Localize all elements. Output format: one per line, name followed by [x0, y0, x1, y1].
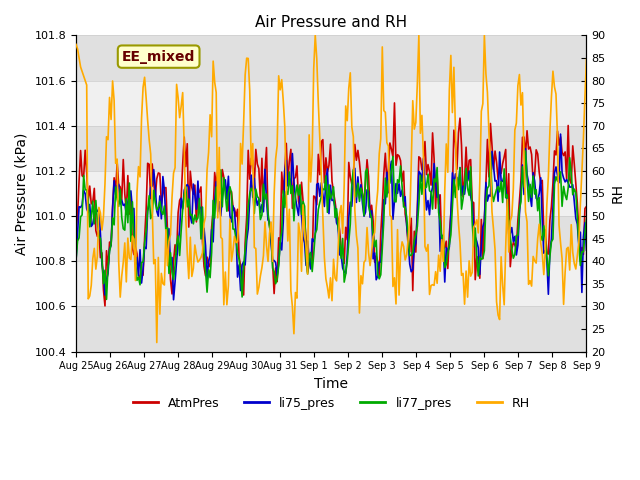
- Legend: AtmPres, li75_pres, li77_pres, RH: AtmPres, li75_pres, li77_pres, RH: [127, 392, 535, 415]
- Y-axis label: Air Pressure (kPa): Air Pressure (kPa): [15, 132, 29, 254]
- Bar: [76, 36, 586, 81]
- Bar: [76, 306, 586, 351]
- Title: Air Pressure and RH: Air Pressure and RH: [255, 15, 407, 30]
- Text: EE_mixed: EE_mixed: [122, 49, 195, 64]
- Bar: [76, 126, 586, 171]
- Bar: [76, 216, 586, 261]
- X-axis label: Time: Time: [314, 377, 348, 391]
- Y-axis label: RH: RH: [611, 183, 625, 204]
